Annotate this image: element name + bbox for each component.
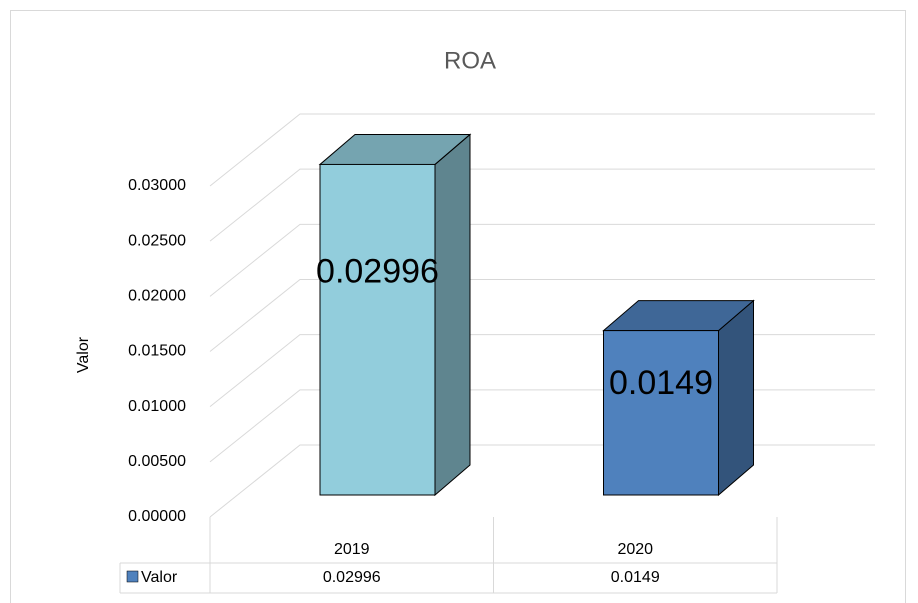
table-value: 0.02996 — [323, 569, 381, 586]
grid-line — [209, 279, 875, 352]
x-tick-label: 2019 — [334, 541, 370, 558]
bar-side — [434, 133, 471, 497]
bar — [603, 330, 719, 496]
y-axis-label: Valor — [75, 336, 92, 373]
y-tick-label: 0.00000 — [128, 508, 186, 525]
y-tick-label: 0.03000 — [128, 177, 186, 194]
y-tick-label: 0.00500 — [128, 453, 186, 470]
bar — [319, 163, 436, 496]
table-value: 0.0149 — [611, 569, 660, 586]
y-tick-label: 0.02500 — [128, 232, 186, 249]
data-label: 0.0149 — [609, 364, 713, 402]
grid-line — [209, 223, 875, 297]
chart-title: ROA — [444, 47, 496, 74]
grid-line — [209, 113, 875, 187]
x-tick-label: 2020 — [617, 541, 653, 558]
legend-key — [126, 570, 139, 583]
data-label: 0.02996 — [316, 253, 439, 291]
bar-side — [718, 299, 754, 497]
y-tick-label: 0.02000 — [128, 288, 186, 305]
y-tick-label: 0.01000 — [128, 398, 186, 415]
grid-line — [209, 168, 875, 242]
legend-label: Valor — [141, 569, 178, 586]
y-tick-label: 0.01500 — [128, 343, 186, 360]
